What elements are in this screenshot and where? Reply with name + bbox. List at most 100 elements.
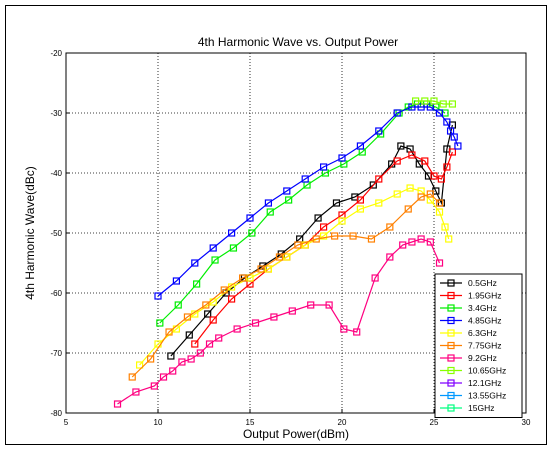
legend-swatch-marker xyxy=(447,291,455,300)
data-point xyxy=(443,163,451,171)
data-point xyxy=(399,241,407,249)
data-point xyxy=(150,382,158,390)
data-point xyxy=(283,187,291,195)
data-point xyxy=(375,127,383,135)
x-tick-label: 10 xyxy=(154,418,163,427)
data-point xyxy=(204,310,212,318)
data-point xyxy=(187,355,195,363)
data-point xyxy=(191,340,199,348)
data-point xyxy=(386,253,394,261)
series-1.95GHz xyxy=(191,148,456,348)
data-point xyxy=(417,103,425,111)
data-point xyxy=(397,142,405,150)
legend-label: 10.65GHz xyxy=(468,366,506,376)
legend-swatch-marker xyxy=(447,341,455,350)
data-point xyxy=(228,229,236,237)
y-tick-label: -20 xyxy=(50,49,62,58)
grid-lines xyxy=(66,53,526,413)
data-point xyxy=(191,259,199,267)
y-tick-label: -70 xyxy=(50,349,62,358)
data-point xyxy=(435,259,444,267)
x-tick-label: 30 xyxy=(522,418,531,427)
chart-frame: 4th Harmonic Wave vs. Output Power 5 10 15… xyxy=(5,5,547,445)
data-point xyxy=(430,97,438,105)
data-point xyxy=(288,307,296,315)
y-tick-label: -80 xyxy=(50,409,62,418)
data-point xyxy=(445,235,453,243)
x-tick-label: 15 xyxy=(246,418,255,427)
data-point xyxy=(393,109,401,117)
data-point xyxy=(375,199,383,207)
legend-swatch-marker xyxy=(447,316,455,325)
data-point xyxy=(320,232,328,240)
data-point xyxy=(196,349,204,357)
data-point xyxy=(167,352,175,360)
legend-label: 13.55GHz xyxy=(468,391,506,401)
data-point xyxy=(417,235,425,243)
data-point xyxy=(441,223,449,231)
data-point xyxy=(205,340,214,348)
data-point xyxy=(275,253,284,261)
data-point xyxy=(220,286,228,294)
data-point xyxy=(301,175,309,183)
data-point xyxy=(430,172,438,180)
legend-swatch-marker xyxy=(447,354,455,362)
legend-label: 6.3GHz xyxy=(468,328,497,338)
legend-label: 9.2GHz xyxy=(468,353,497,363)
data-point xyxy=(340,325,348,333)
legend-swatch-marker xyxy=(447,391,455,400)
data-point xyxy=(229,244,238,252)
chart-title: 4th Harmonic Wave vs. Output Power xyxy=(198,35,398,49)
data-point xyxy=(356,196,364,204)
data-point xyxy=(435,199,444,207)
data-point xyxy=(349,232,357,240)
data-point xyxy=(215,334,223,342)
data-point xyxy=(228,295,236,303)
data-point xyxy=(193,280,201,288)
data-point xyxy=(325,301,333,309)
data-point xyxy=(450,133,458,141)
series-4.85GHz xyxy=(154,103,462,300)
data-point xyxy=(132,388,140,396)
x-tick-label: 20 xyxy=(338,418,347,427)
series-9.2GHz xyxy=(113,235,444,408)
data-point xyxy=(369,181,377,189)
legend-label: 1.95GHz xyxy=(468,291,502,301)
data-point xyxy=(266,208,274,216)
data-point xyxy=(367,235,376,243)
series-10.65GHz xyxy=(412,97,456,108)
data-point xyxy=(156,319,164,327)
data-point xyxy=(246,214,254,222)
data-point xyxy=(406,184,414,192)
data-point xyxy=(178,358,186,366)
data-point xyxy=(113,400,122,408)
data-point xyxy=(417,193,425,201)
data-point xyxy=(257,265,265,273)
data-point xyxy=(251,319,260,327)
legend-label: 0.5GHz xyxy=(468,278,497,288)
legend: 0.5GHz 1.95GHz 3.4GHz 4.85GHz 6.3GHz 7.75GHz 9… xyxy=(434,273,523,418)
data-point xyxy=(356,205,364,213)
data-point xyxy=(285,196,293,204)
data-point xyxy=(136,361,144,369)
data-point xyxy=(239,274,247,282)
x-axis-label: Output Power(dBm) xyxy=(243,427,349,441)
series-line xyxy=(131,193,440,378)
y-axis-label: 4th Harmonic Wave(dBc) xyxy=(23,166,37,300)
data-point xyxy=(165,328,173,336)
data-point xyxy=(408,103,416,111)
data-point xyxy=(185,331,193,339)
data-point xyxy=(294,241,302,249)
series-7.75GHz xyxy=(128,190,444,381)
legend-swatch-marker xyxy=(447,304,455,312)
data-point xyxy=(421,157,429,165)
data-point xyxy=(435,109,444,117)
data-point xyxy=(371,274,379,282)
data-point xyxy=(446,127,455,135)
data-point xyxy=(307,301,315,309)
data-point xyxy=(314,214,322,222)
data-point xyxy=(169,367,177,375)
data-point xyxy=(408,151,416,159)
data-point xyxy=(159,373,168,381)
data-point xyxy=(211,256,219,264)
